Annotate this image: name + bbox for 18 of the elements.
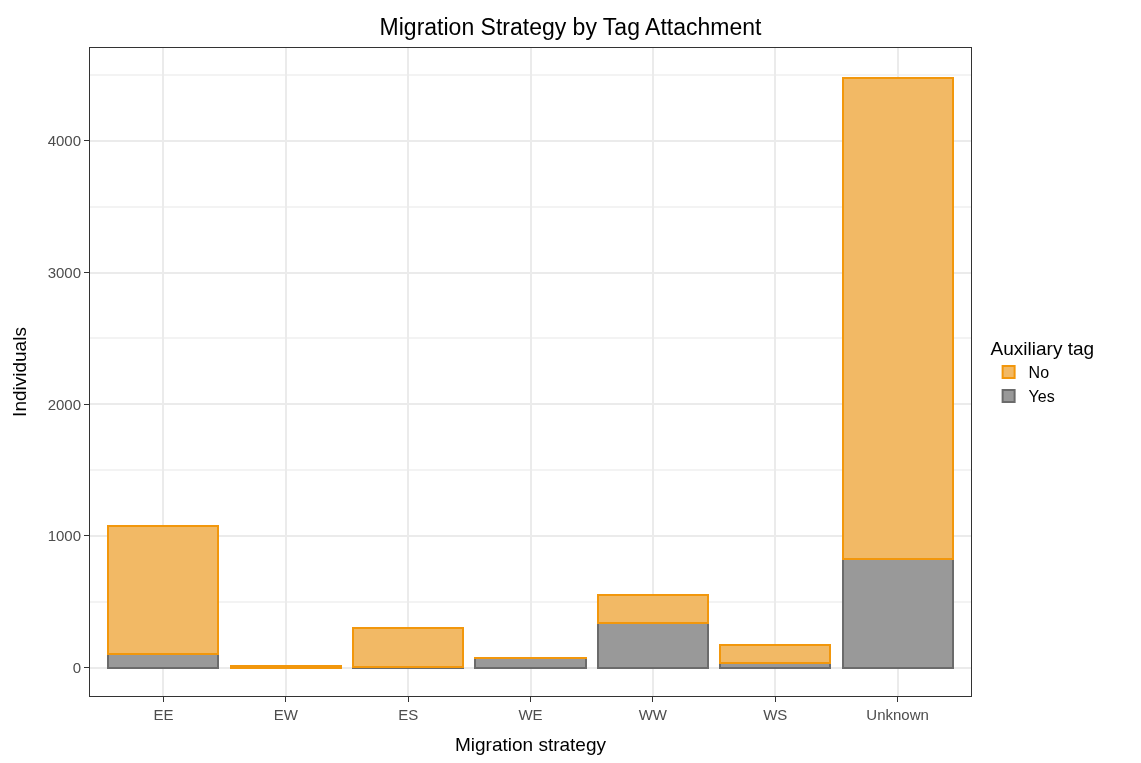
y-tick-label: 0 — [72, 658, 81, 676]
x-tick-label: WE — [518, 706, 543, 723]
chart-title: Migration Strategy by Tag Attachment — [379, 14, 763, 41]
y-axis-title: Individuals — [9, 327, 31, 417]
y-tick-label: 3000 — [47, 263, 81, 281]
legend-label: No — [1028, 364, 1050, 382]
x-tick-label: WW — [638, 706, 668, 723]
y-tick-label: 1000 — [47, 527, 81, 545]
legend-title: Auxiliary tag — [990, 338, 1095, 360]
y-tick-label: 2000 — [47, 395, 81, 413]
x-axis-title: Migration strategy — [454, 733, 607, 755]
y-tick-label: 4000 — [47, 132, 81, 150]
x-tick-label: Unknown — [866, 706, 929, 723]
x-tick-label: EW — [273, 706, 299, 723]
x-tick-label: EE — [153, 706, 174, 723]
legend-label: Yes — [1028, 388, 1055, 406]
x-tick-label: ES — [398, 706, 419, 723]
x-tick-label: WS — [763, 706, 788, 723]
